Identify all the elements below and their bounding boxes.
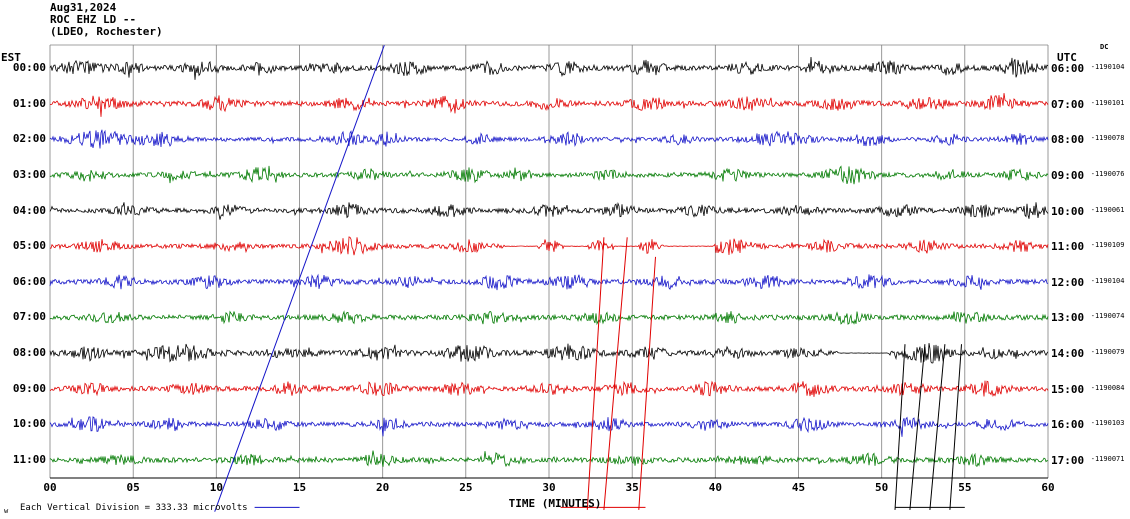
x-tick-05: 05 [126, 481, 140, 494]
trace-offset-value: -1190101 [1090, 98, 1125, 107]
est-label-11:00: 11:00 [12, 453, 46, 466]
utc-time-text: 11:00 [1051, 240, 1091, 254]
utc-label-13:00: 13:00 -1190074 [1051, 310, 1124, 324]
utc-label-07:00: 07:00 -1190101 [1051, 97, 1124, 111]
est-label-06:00: 06:00 [12, 274, 46, 288]
utc-time-text: 16:00 [1051, 418, 1091, 432]
est-label-05:00: 05:00 [12, 239, 46, 253]
trace-offset-value: -1190078 [1090, 134, 1125, 143]
x-axis-title: TIME (MINUTES) [508, 497, 602, 510]
seismo-trace-02:00 [49, 129, 1049, 149]
trace-offset-value: -1190079 [1090, 348, 1125, 357]
event-pick-line [894, 344, 906, 510]
dc-label: DC [1100, 43, 1109, 51]
x-tick-30: 30 [542, 481, 556, 494]
est-label-01:00: 01:00 [12, 96, 46, 110]
utc-label-15:00: 15:00 -1190084 [1051, 382, 1124, 396]
x-tick-50: 50 [875, 481, 889, 494]
utc-label-17:00: 17:00 -1190071 [1051, 453, 1124, 467]
event-pick-line [638, 256, 656, 510]
left-timezone-label: EST [1, 51, 21, 64]
est-label-07:00: 07:00 [12, 310, 46, 324]
utc-label-08:00: 08:00 -1190078 [1051, 132, 1124, 146]
utc-label-10:00: 10:00 -1190061 [1051, 204, 1124, 218]
utc-time-text: 08:00 [1051, 133, 1091, 147]
trace-offset-value: -1190104 [1090, 276, 1125, 285]
x-tick-10: 10 [209, 481, 223, 494]
seismo-trace-01:00 [49, 93, 1049, 117]
x-tick-20: 20 [376, 481, 390, 494]
est-label-08:00: 08:00 [12, 346, 46, 360]
trace-offset-value: -1190084 [1090, 383, 1125, 392]
trace-offset-value: -1190071 [1090, 455, 1125, 463]
seismo-trace-04:00 [49, 201, 1049, 220]
trace-offset-value: -1190061 [1090, 205, 1125, 214]
est-label-00:00: 00:00 [12, 61, 46, 74]
x-tick-40: 40 [708, 481, 722, 494]
right-timezone-label: UTC [1057, 51, 1077, 64]
est-label-04:00: 04:00 [12, 203, 46, 217]
utc-time-text: 06:00 [1051, 62, 1091, 75]
seismo-trace-00:00 [49, 56, 1049, 80]
seismo-trace-05:00 [50, 236, 1049, 256]
utc-time-text: 09:00 [1051, 168, 1091, 182]
seismo-trace-07:00 [49, 310, 1049, 326]
event-pick-line [214, 45, 385, 512]
x-tick-15: 15 [292, 481, 307, 494]
est-label-03:00: 03:00 [12, 167, 46, 181]
trace-offset-value: -1190104 [1090, 63, 1125, 71]
network-label: (LDEO, Rochester) [50, 25, 163, 38]
station-label: ROC EHZ LD -- [50, 13, 137, 26]
utc-time-text: 17:00 [1051, 454, 1091, 467]
est-label-10:00: 10:00 [12, 417, 46, 431]
utc-time-text: 13:00 [1051, 311, 1091, 325]
seismo-trace-03:00 [49, 165, 1049, 185]
x-tick-25: 25 [459, 481, 473, 494]
event-pick-line [603, 237, 628, 510]
event-pick-line [909, 344, 926, 510]
seismo-trace-10:00 [49, 416, 1049, 437]
utc-time-text: 10:00 [1051, 204, 1091, 218]
est-label-09:00: 09:00 [12, 381, 46, 395]
x-tick-35: 35 [625, 481, 639, 494]
date-label: Aug31,2024 [50, 1, 117, 14]
trace-offset-value: -1190103 [1090, 419, 1125, 428]
utc-label-14:00: 14:00 -1190079 [1051, 346, 1124, 360]
utc-label-09:00: 09:00 -1190076 [1051, 168, 1124, 182]
utc-label-12:00: 12:00 -1190104 [1051, 275, 1124, 289]
x-tick-55: 55 [958, 481, 972, 494]
utc-time-text: 15:00 [1051, 382, 1091, 396]
utc-time-text: 14:00 [1051, 347, 1091, 361]
utc-label-16:00: 16:00 -1190103 [1051, 417, 1124, 431]
utc-label-11:00: 11:00 -1190109 [1051, 239, 1124, 253]
x-tick-00: 00 [43, 481, 57, 494]
scale-mark: w [4, 507, 9, 515]
utc-label-06:00: 06:00 -1190104 [1051, 61, 1124, 75]
utc-time-text: 07:00 [1051, 97, 1091, 111]
utc-time-text: 12:00 [1051, 275, 1091, 289]
event-pick-line [949, 344, 962, 510]
seismo-trace-08:00 [49, 343, 1049, 364]
seismo-trace-09:00 [49, 380, 1049, 398]
event-pick-line [929, 344, 946, 510]
trace-offset-value: -1190109 [1090, 241, 1125, 250]
x-tick-60: 60 [1041, 481, 1055, 494]
seismo-trace-11:00 [49, 450, 1049, 468]
scale-footer: Each Vertical Division = 333.33 microvol… [20, 503, 248, 513]
est-label-02:00: 02:00 [12, 132, 46, 146]
trace-offset-value: -1190076 [1090, 169, 1125, 178]
seismo-trace-06:00 [49, 273, 1049, 291]
trace-offset-value: -1190074 [1090, 312, 1125, 321]
x-tick-45: 45 [791, 481, 806, 494]
event-pick-line [586, 237, 605, 510]
